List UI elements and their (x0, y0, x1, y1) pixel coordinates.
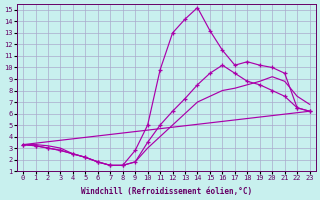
X-axis label: Windchill (Refroidissement éolien,°C): Windchill (Refroidissement éolien,°C) (81, 187, 252, 196)
